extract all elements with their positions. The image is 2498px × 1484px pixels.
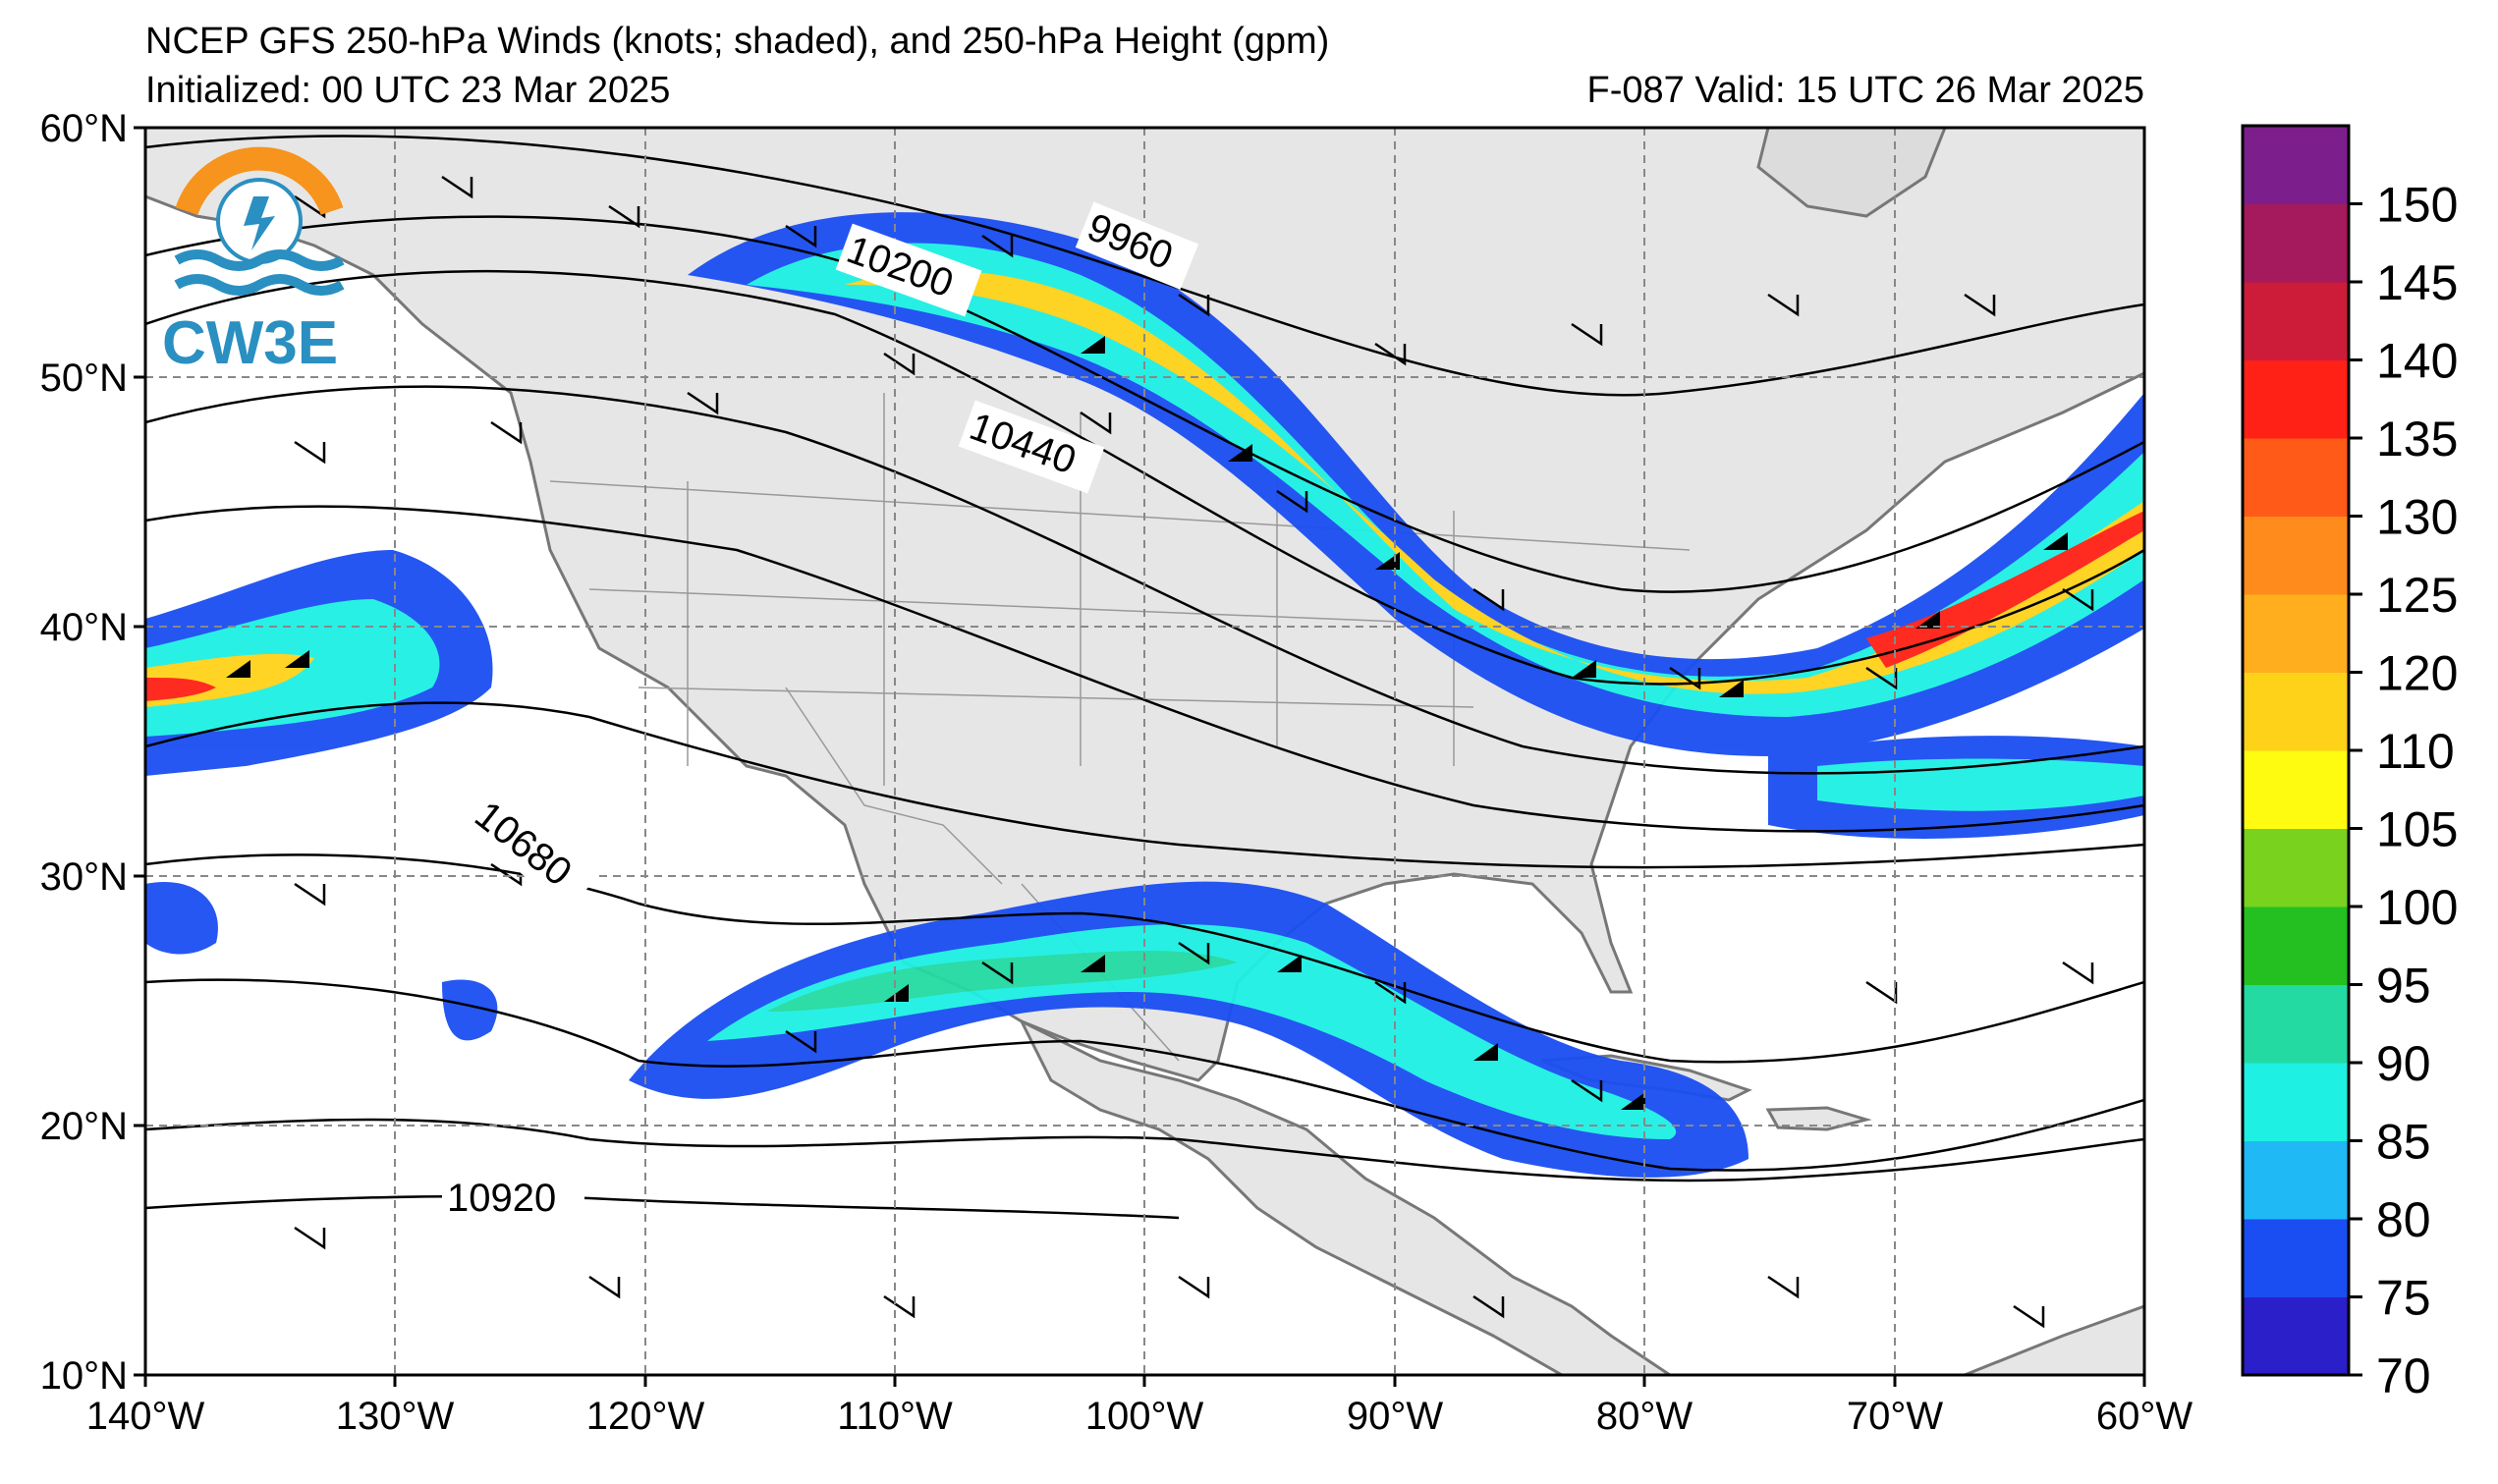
colorbar-label: 140 [2376,334,2458,389]
colorbar-label: 75 [2376,1271,2431,1326]
gridlines [145,128,2144,1375]
lat-label: 60°N [40,107,128,150]
colorbar-label: 145 [2376,255,2458,310]
lon-label: 110°W [837,1395,953,1438]
lon-labels: 140°W 130°W 120°W 110°W 100°W 90°W 80°W … [86,1395,2193,1438]
colorbar-swatch [2243,984,2349,1064]
colorbar-swatch [2243,203,2349,283]
axis-ticks [134,126,2146,1387]
lon-label: 80°W [1596,1395,1693,1438]
colorbar-label: 135 [2376,412,2458,467]
lon-label: 90°W [1347,1395,1443,1438]
lat-label: 10°N [40,1354,128,1398]
colorbar-label: 90 [2376,1036,2431,1091]
colorbar-label: 110 [2376,724,2455,779]
colorbar-swatch [2243,1063,2349,1141]
lat-label: 40°N [40,606,128,649]
lon-label: 120°W [586,1395,705,1438]
cw3e-logo: CW3E [162,146,345,377]
colorbar-label: 105 [2376,802,2458,857]
map-area: 9960 10200 10440 10680 10920 [145,128,2144,1375]
colorbar-label: 70 [2376,1348,2431,1403]
logo-ring-icon [175,146,344,216]
valid-time: F-087 Valid: 15 UTC 26 Mar 2025 [1586,70,2144,111]
colorbar-label: 100 [2376,880,2458,935]
colorbar-label: 125 [2376,568,2458,623]
lat-label: 50°N [40,357,128,400]
lightning-drop-icon [244,196,275,250]
wave-icon [174,249,345,271]
map-title: NCEP GFS 250-hPa Winds (knots; shaded), … [145,21,1330,62]
colorbar-label: 120 [2376,646,2458,701]
colorbar-swatch [2243,1219,2349,1297]
lon-label: 70°W [1847,1395,1943,1438]
initialized-time: Initialized: 00 UTC 23 Mar 2025 [145,70,671,111]
colorbar-label: 95 [2376,959,2431,1014]
colorbar-swatch [2243,438,2349,517]
colorbar-swatch [2243,1140,2349,1220]
colorbar-label: 80 [2376,1192,2431,1247]
lon-label: 100°W [1085,1395,1204,1438]
colorbar-swatch [2243,126,2349,204]
lon-label: 130°W [336,1395,455,1438]
logo-text: CW3E [162,309,338,377]
colorbar-swatch [2243,516,2349,595]
contour-label-10920: 10920 [447,1177,556,1220]
lon-label: 140°W [86,1395,205,1438]
colorbar-swatch [2243,672,2349,751]
colorbar-label: 150 [2376,178,2458,233]
colorbar-swatch [2243,359,2349,439]
height-contours [145,135,2144,1220]
colorbar-label: 85 [2376,1115,2431,1170]
colorbar: 150 145 140 135 130 125 120 110 105 100 95 90 85 80 75… [2241,124,2458,1403]
colorbar-swatch [2243,282,2349,360]
lat-labels: 60°N 50°N 40°N 30°N 20°N 10°N [40,107,128,1398]
lat-label: 30°N [40,855,128,899]
lon-label: 60°W [2096,1395,2193,1438]
lat-label: 20°N [40,1105,128,1148]
colorbar-swatch [2243,907,2349,985]
colorbar-swatch [2243,594,2349,673]
colorbar-swatch [2243,828,2349,907]
colorbar-label: 130 [2376,490,2458,545]
colorbar-swatch [2243,750,2349,829]
colorbar-swatch [2243,1296,2349,1376]
